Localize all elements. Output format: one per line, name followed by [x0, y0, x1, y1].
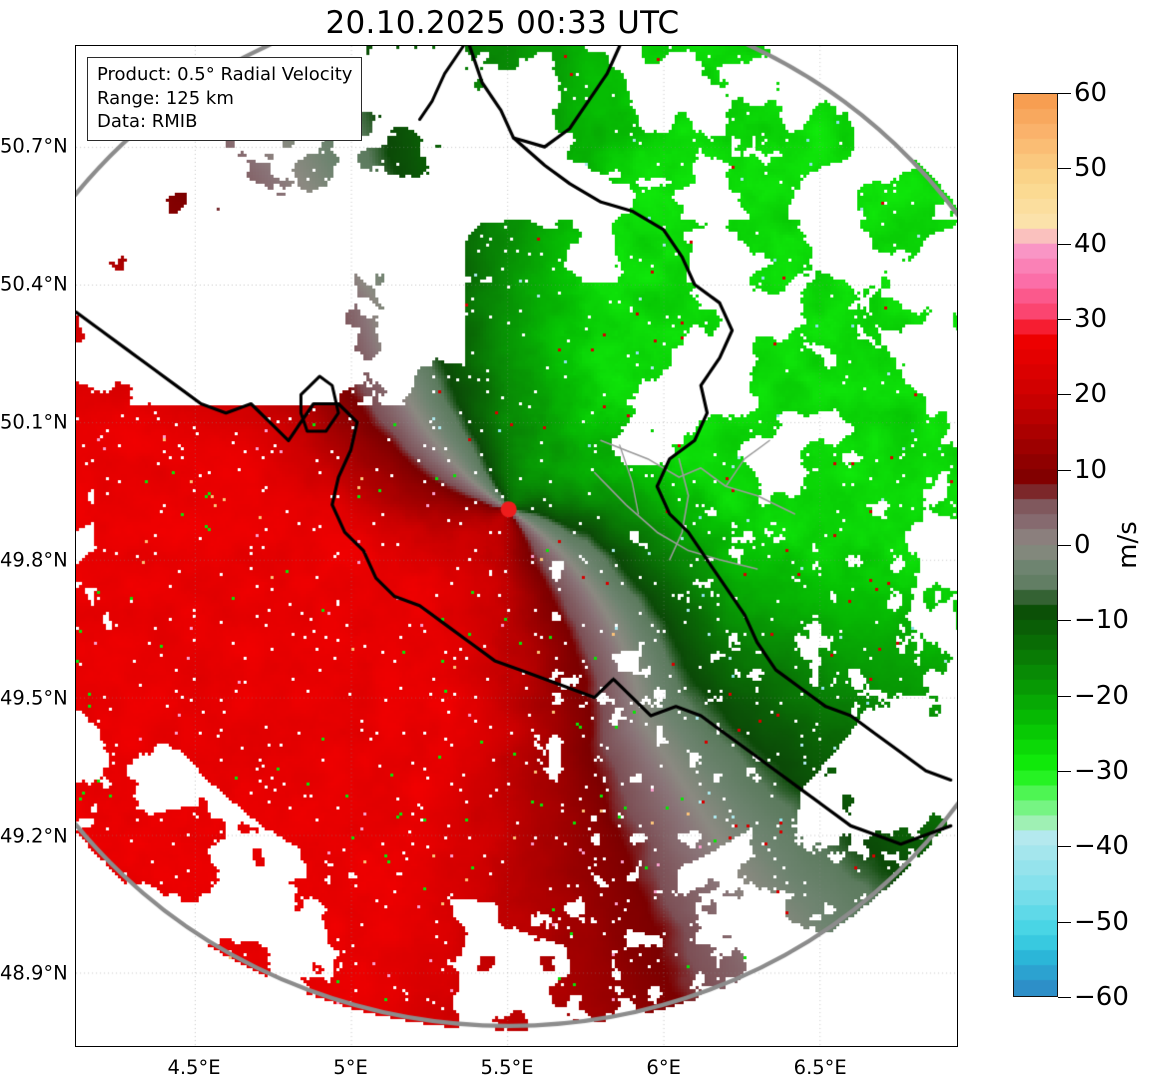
product-info-box: Product: 0.5° Radial Velocity Range: 125… — [87, 57, 363, 141]
radar-plot-area[interactable]: Product: 0.5° Radial Velocity Range: 125… — [75, 45, 958, 1047]
x-tick-label: 4.5°E — [167, 1056, 221, 1079]
colorbar-tick — [1058, 243, 1071, 245]
colorbar — [1013, 93, 1058, 997]
y-tick-label: 49.5°N — [0, 686, 68, 710]
y-tick-label: 49.2°N — [0, 824, 68, 848]
radar-velocity-field[interactable] — [76, 46, 957, 1046]
colorbar-tick-label: −30 — [1074, 756, 1129, 786]
colorbar-tick-label: 40 — [1074, 228, 1108, 259]
info-data-line: Data: RMIB — [97, 111, 198, 132]
colorbar-tick — [1058, 394, 1071, 396]
colorbar-unit-label: m/s — [1113, 521, 1143, 569]
colorbar-tick-label: −60 — [1074, 982, 1129, 1012]
colorbar-gradient — [1014, 94, 1057, 996]
colorbar-tick-label: 10 — [1074, 454, 1108, 485]
colorbar-tick-label: −10 — [1074, 605, 1129, 636]
colorbar-tick — [1058, 846, 1071, 848]
colorbar-tick — [1058, 469, 1071, 471]
colorbar-tick — [1058, 168, 1071, 170]
colorbar-tick — [1058, 695, 1071, 697]
info-product-line: Product: 0.5° Radial Velocity — [97, 64, 353, 85]
colorbar-tick-label: 0 — [1074, 530, 1091, 560]
x-tick-label: 6°E — [646, 1056, 681, 1079]
y-tick-label: 50.7°N — [0, 134, 68, 158]
colorbar-tick — [1058, 545, 1071, 546]
colorbar-tick-label: 30 — [1074, 304, 1108, 334]
colorbar-tick — [1058, 319, 1071, 320]
y-tick-label: 50.1°N — [0, 410, 68, 434]
colorbar-tick-label: −50 — [1074, 906, 1129, 937]
colorbar-tick-label: −20 — [1074, 680, 1129, 711]
colorbar-tick — [1058, 620, 1071, 622]
colorbar-tick — [1058, 771, 1071, 772]
colorbar-tick — [1058, 93, 1071, 94]
colorbar-tick-label: 60 — [1074, 78, 1108, 108]
y-tick-label: 48.9°N — [0, 961, 68, 985]
info-range-line: Range: 125 km — [97, 87, 234, 109]
colorbar-tick — [1058, 921, 1071, 923]
x-tick-label: 5.5°E — [480, 1056, 534, 1079]
y-tick-label: 50.4°N — [0, 272, 68, 296]
x-tick-label: 5°E — [333, 1056, 368, 1079]
colorbar-tick-label: 50 — [1074, 153, 1108, 184]
colorbar-tick — [1058, 997, 1071, 998]
y-tick-label: 49.8°N — [0, 548, 68, 572]
x-tick-label: 6.5°E — [793, 1056, 847, 1079]
colorbar-tick-label: −40 — [1074, 831, 1129, 862]
colorbar-tick-label: 20 — [1074, 379, 1108, 410]
page-title: 20.10.2025 00:33 UTC — [325, 5, 680, 41]
